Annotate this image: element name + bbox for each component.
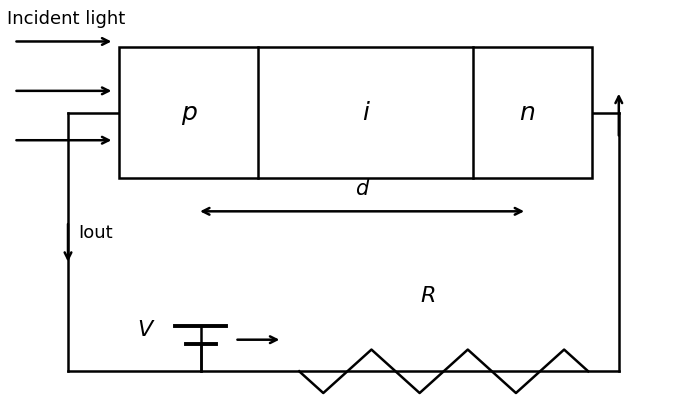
Text: n: n xyxy=(519,101,535,124)
Text: d: d xyxy=(355,179,369,199)
Text: R: R xyxy=(421,286,436,306)
Text: Iout: Iout xyxy=(78,224,113,242)
Bar xyxy=(119,47,592,178)
Text: p: p xyxy=(181,101,197,124)
Text: Incident light: Incident light xyxy=(7,10,125,28)
Text: i: i xyxy=(362,101,369,124)
Text: V: V xyxy=(138,320,153,340)
